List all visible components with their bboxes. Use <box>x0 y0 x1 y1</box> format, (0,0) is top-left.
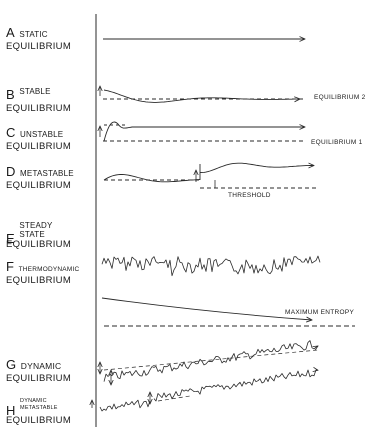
dynamic-signal-lower <box>153 370 318 402</box>
panel-e-second: EQUILIBRIUM <box>6 239 72 251</box>
metastable-wave-2 <box>199 163 314 174</box>
panel-g-term: DYNAMIC <box>20 361 62 371</box>
panel-e-term: STEADY STATE <box>19 221 53 239</box>
panel-f-second: EQUILIBRIUM <box>6 275 72 287</box>
equilibrium-1-label: EQUILIBRIUM 1 <box>311 139 363 146</box>
metastable-wave-1 <box>103 174 200 183</box>
dynamic-metastable-signal <box>99 399 151 412</box>
maximum-entropy-label: MAXIMUM ENTROPY <box>285 309 355 316</box>
panel-c-second: EQUILIBRIUM <box>6 141 72 153</box>
panel-h-label: H DYNAMIC METASTABLE EQUILIBRIUM <box>6 398 71 427</box>
panel-c-label: C UNSTABLE EQUILIBRIUM <box>6 124 71 153</box>
dynamic-trend-upper-dashed <box>103 349 319 371</box>
panel-d-term: METASTABLE <box>20 169 74 178</box>
panel-b-label: B STABLE EQUILIBRIUM <box>6 86 71 115</box>
panel-b-second: EQUILIBRIUM <box>6 103 72 115</box>
panel-g-second: EQUILIBRIUM <box>6 373 72 385</box>
panel-h-term: DYNAMIC METASTABLE <box>20 398 58 411</box>
panel-d-label: D METASTABLE EQUILIBRIUM <box>6 163 74 192</box>
dynamic-metastable-dashed <box>157 395 191 402</box>
panel-f-letter: F <box>6 259 15 274</box>
panel-e-letter: E <box>6 231 15 246</box>
panel-f-label: F THERMODYNAMIC EQUILIBRIUM <box>6 258 79 287</box>
panel-e-label: E STEADY STATE EQUILIBRIUM <box>6 221 72 251</box>
panel-a-term: STATIC <box>19 30 48 39</box>
stable-equilibrium-wave <box>103 89 300 103</box>
panel-g-label: G DYNAMIC EQUILIBRIUM <box>6 356 71 385</box>
panel-d-second: EQUILIBRIUM <box>6 180 72 192</box>
panel-f-term: THERMODYNAMIC <box>18 266 80 273</box>
panel-a-letter: A <box>6 25 15 40</box>
unstable-equilibrium-curve <box>103 121 305 142</box>
panel-b-letter: B <box>6 87 15 102</box>
equilibrium-2-label: EQUILIBRIUM 2 <box>314 94 366 101</box>
panel-a-second: EQUILIBRIUM <box>6 41 72 53</box>
panel-a-label: A STATIC EQUILIBRIUM <box>6 24 71 53</box>
dynamic-signal-upper <box>103 340 318 382</box>
panel-c-term: UNSTABLE <box>20 130 64 139</box>
panel-g-letter: G <box>6 357 17 372</box>
panel-d-letter: D <box>6 164 16 179</box>
threshold-label: THRESHOLD <box>228 192 271 199</box>
panel-h-letter: H <box>6 403 16 418</box>
panel-b-term: STABLE <box>19 87 51 96</box>
steady-state-signal <box>101 255 321 277</box>
panel-c-letter: C <box>6 125 16 140</box>
panel-h-second: EQUILIBRIUM <box>6 415 72 427</box>
thermodynamic-decay-curve <box>101 297 312 320</box>
